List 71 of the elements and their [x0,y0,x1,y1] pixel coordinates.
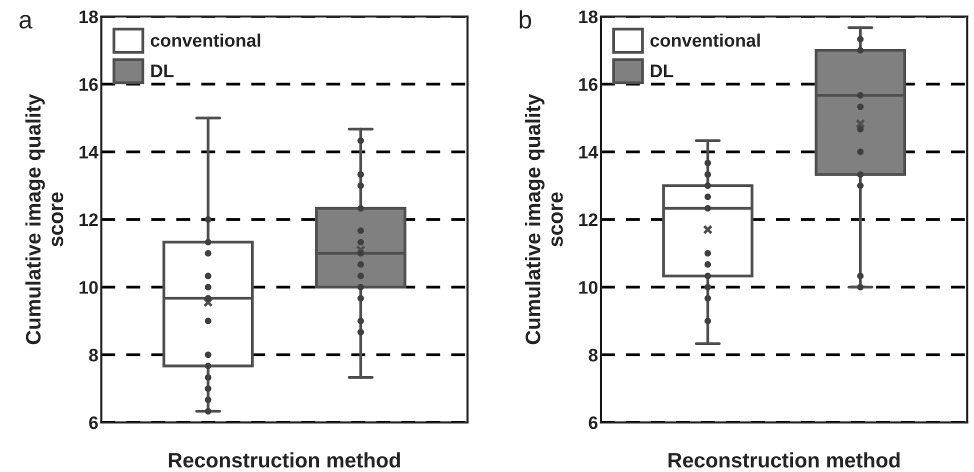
y-tick-label: 16 [80,78,98,91]
point [857,272,864,280]
y-tick-label: 10 [80,281,98,294]
y-tick-label: 6 [588,416,598,430]
point [704,171,712,178]
legend-label: DL [151,64,174,78]
point [357,295,364,302]
point [857,47,864,54]
point [357,328,364,336]
point [857,126,864,132]
point [704,250,712,257]
point [357,137,364,144]
point [857,171,864,178]
point [357,182,364,189]
y-tick-label: 6 [89,416,98,430]
point [357,284,364,290]
point [357,238,364,246]
legend-label: conventional [650,34,760,47]
point [357,318,364,324]
y-tick-label: 12 [80,213,98,226]
point [204,272,212,280]
x-axis-title: Reconstruction method [168,452,400,468]
point [704,194,712,200]
y-tick-label: 14 [80,146,98,158]
y-tick-label: 8 [89,348,98,362]
point [204,295,212,302]
legend-label: DL [650,64,674,78]
point [704,284,712,290]
chart-title: a [20,14,32,29]
y-tick-label: 12 [579,213,598,226]
point [204,250,212,257]
point [204,351,212,358]
point [704,182,712,189]
y-tick-label: 8 [588,348,598,362]
x-axis-title: Reconstruction method [668,452,900,468]
point [204,396,212,404]
point [704,272,712,280]
point [357,261,364,268]
point [704,318,712,324]
point [357,205,364,212]
point [204,284,212,290]
point [704,261,712,268]
chart-title: b [520,10,532,29]
legend-label: conventional [150,34,260,47]
y-tick-label: 18 [579,10,598,24]
y-axis-title: Cumulative image quality score [25,94,64,344]
point [204,385,212,392]
point [704,295,712,302]
point [357,272,364,280]
y-tick-label: 18 [80,10,98,24]
y-tick-label: 16 [579,78,598,91]
point [204,408,212,415]
point [204,216,212,223]
point [704,205,712,212]
point [857,182,864,189]
point [857,92,864,99]
point [204,362,212,370]
point [857,104,864,110]
point [357,250,364,257]
point [704,160,712,166]
point [357,171,364,178]
point [357,227,364,234]
y-axis-title: Cumulative image quality score [525,94,563,344]
point [204,318,212,324]
point [204,374,212,381]
point [204,238,212,246]
point [857,36,864,42]
point [857,148,864,156]
y-tick-label: 10 [579,281,598,294]
y-tick-label: 14 [579,146,598,158]
point [857,284,864,290]
